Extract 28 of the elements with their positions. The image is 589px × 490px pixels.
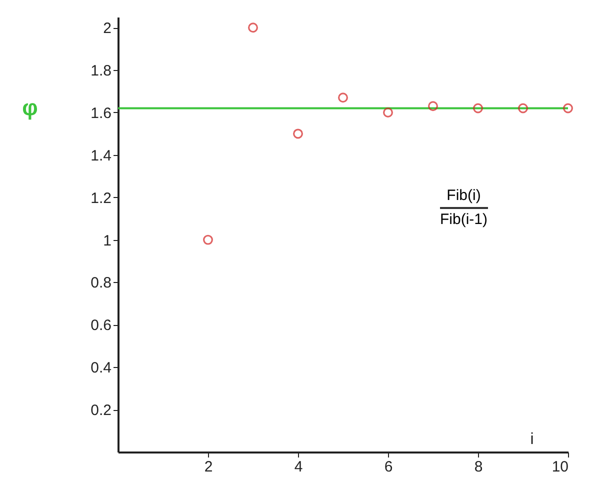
y-tick-label: 1.2 (90, 190, 112, 207)
point (563, 103, 573, 114)
annotation: Fib(i) (440, 185, 488, 209)
x-tick-label: 8 (474, 458, 483, 476)
x-tick-label: 2 (204, 458, 213, 476)
y-tick-label: 2 (103, 20, 112, 38)
annotation: Fib(i-1) (440, 210, 488, 230)
y-tick-label: 1.8 (90, 62, 112, 80)
y-tick-label: 1.4 (90, 147, 112, 164)
x-tick-label: 6 (384, 458, 393, 476)
point (203, 234, 213, 245)
point (428, 101, 438, 112)
y-tick-label: 1.6 (90, 104, 112, 122)
point (518, 103, 528, 114)
x-tick-label: 10 (552, 458, 568, 476)
point (293, 128, 303, 139)
point (383, 108, 393, 118)
y-tick-label: 0.6 (90, 317, 112, 334)
x-tick-label: 4 (294, 458, 303, 476)
y-tick-label: 1 (103, 232, 112, 250)
point (473, 103, 483, 114)
point (338, 92, 348, 103)
y-tick-label: 0.2 (90, 402, 112, 420)
x-axis-title: i (530, 431, 534, 448)
point (248, 22, 258, 33)
y-tick-label: 0.8 (90, 274, 112, 292)
y-tick-label: 0.4 (90, 360, 112, 377)
ref-line-label: φ (22, 95, 38, 120)
